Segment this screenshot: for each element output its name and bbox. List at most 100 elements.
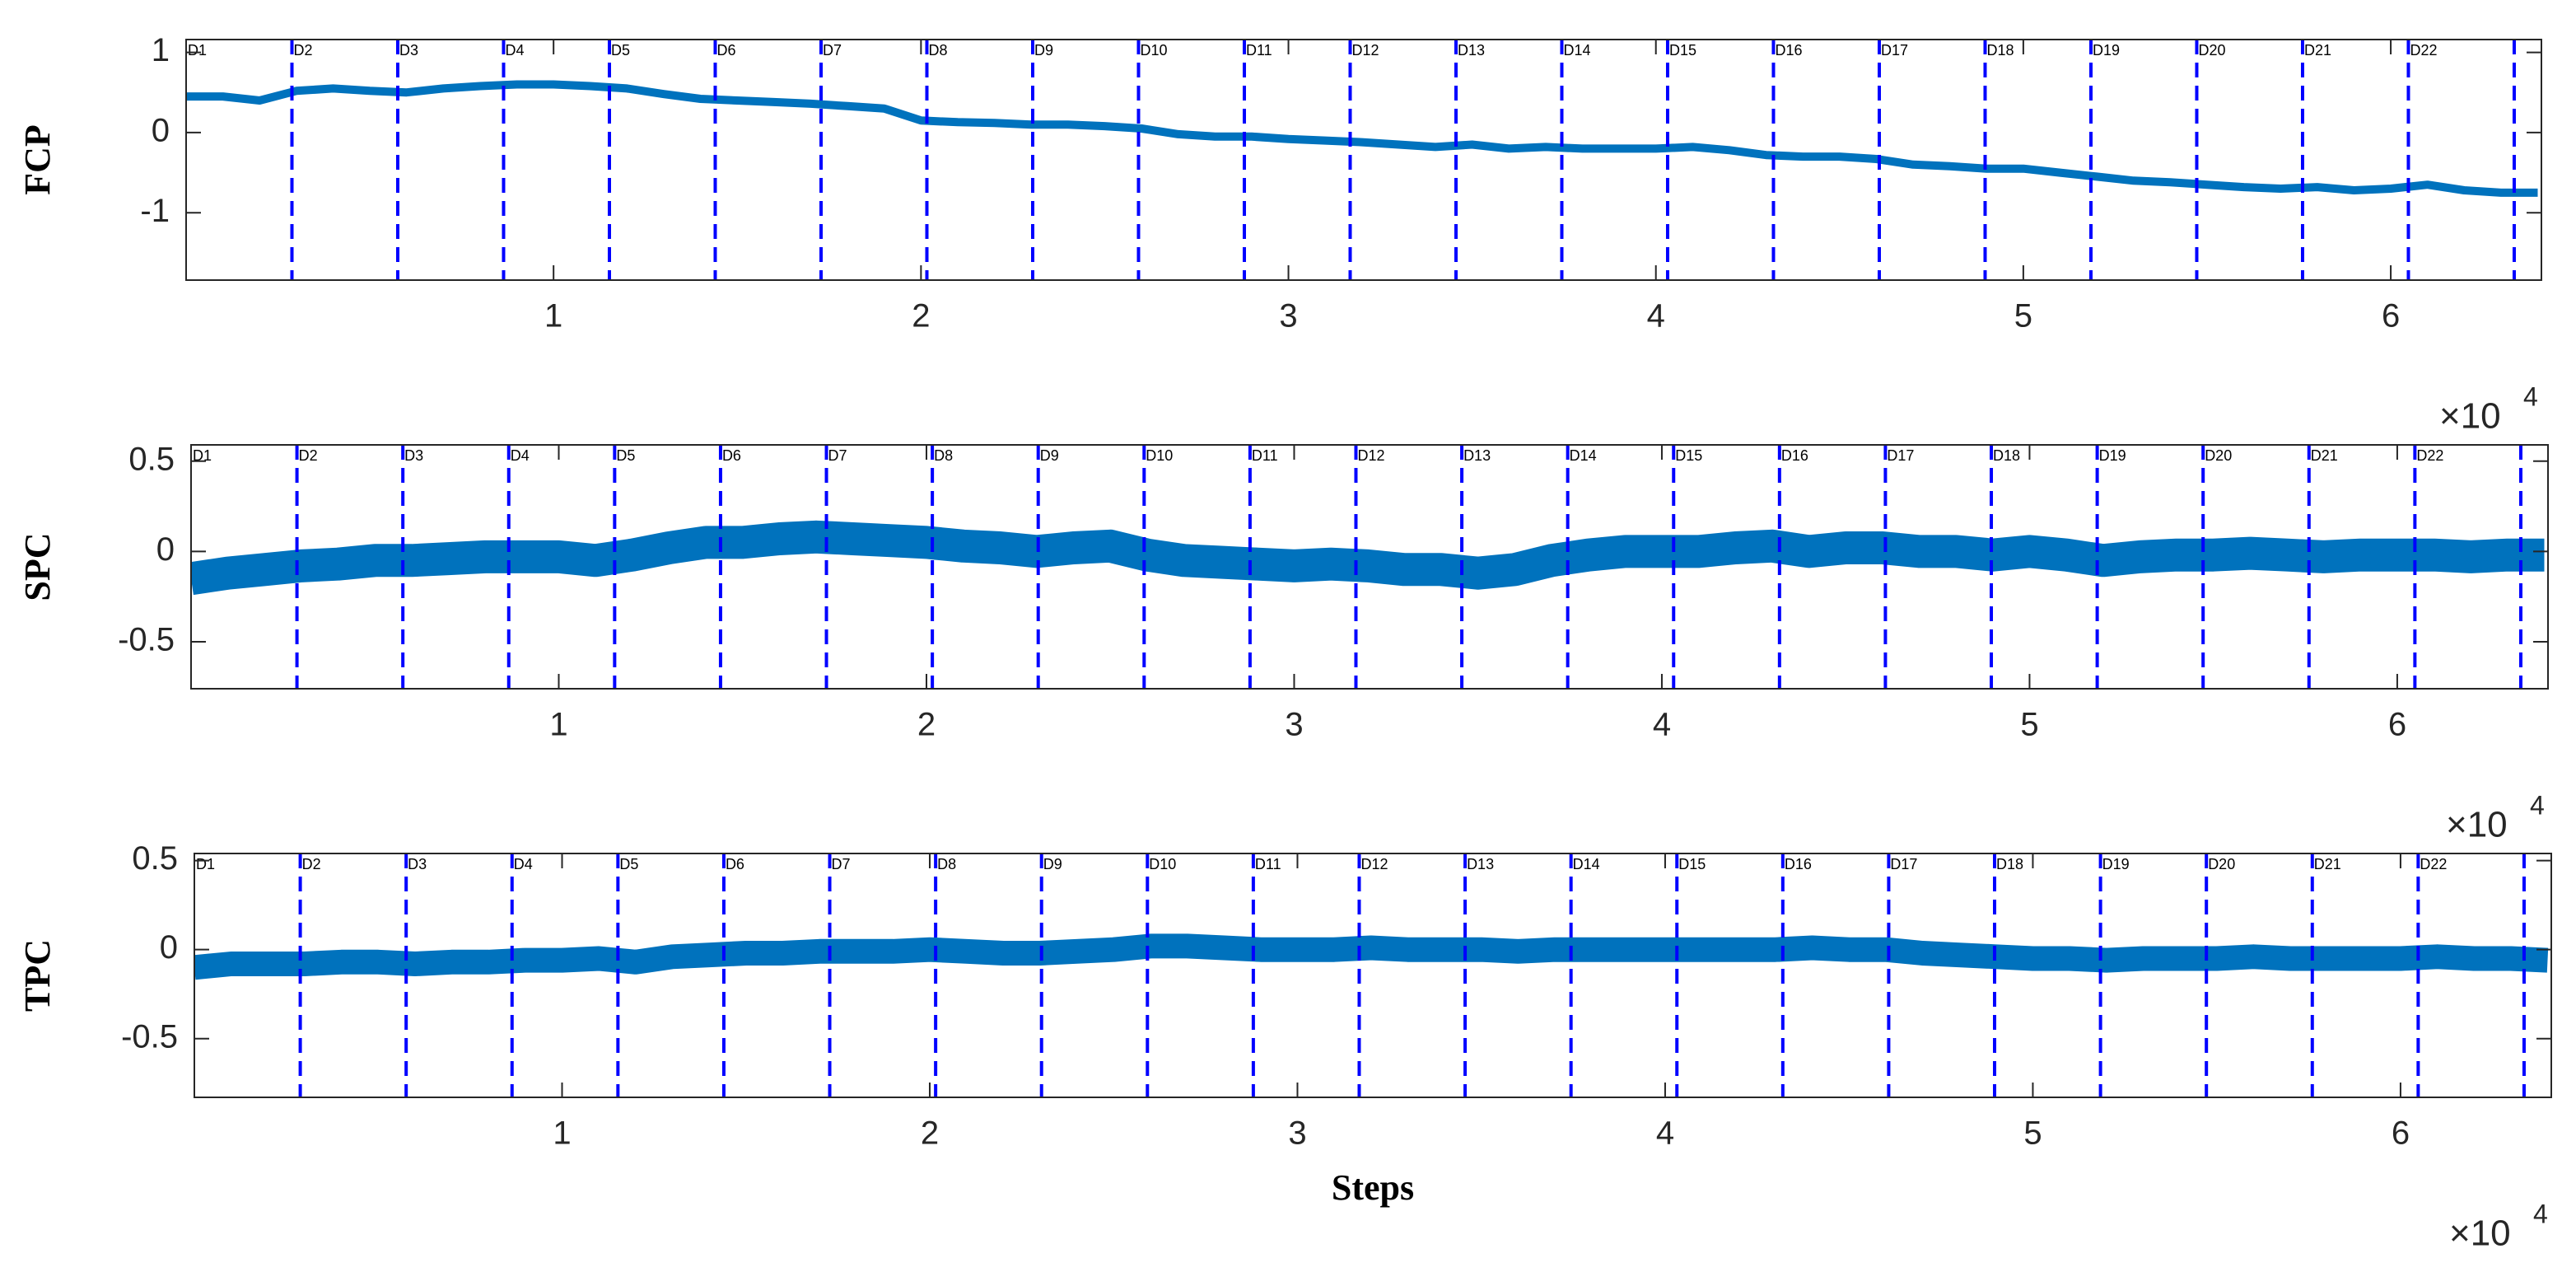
segment-label: D11 bbox=[1246, 42, 1272, 58]
segment-label: D20 bbox=[2208, 856, 2235, 872]
axes-frame bbox=[194, 853, 2552, 1098]
segment-label: D22 bbox=[2420, 856, 2447, 872]
segment-label: D10 bbox=[1146, 447, 1173, 464]
segment-label: D10 bbox=[1149, 856, 1176, 872]
segment-label: D12 bbox=[1351, 42, 1379, 58]
segment-label: D5 bbox=[616, 447, 635, 464]
y-tick-label: 0 bbox=[156, 531, 175, 568]
segment-label: D6 bbox=[726, 856, 744, 872]
segment-label: D16 bbox=[1781, 447, 1808, 464]
segment-label: D15 bbox=[1669, 42, 1696, 58]
segment-label: D12 bbox=[1357, 447, 1384, 464]
segment-label: D3 bbox=[399, 42, 418, 58]
y-tick-label: 0 bbox=[152, 112, 170, 148]
segment-label: D19 bbox=[2099, 447, 2126, 464]
segment-label: D7 bbox=[832, 856, 851, 872]
x-multiplier-exponent: 4 bbox=[2533, 1199, 2548, 1228]
segment-label: D13 bbox=[1467, 856, 1494, 872]
segment-label: D15 bbox=[1675, 447, 1702, 464]
segment-label: D20 bbox=[2205, 447, 2232, 464]
y-tick-label: -1 bbox=[140, 193, 170, 229]
plot-area bbox=[194, 853, 2549, 1097]
x-tick-label: 1 bbox=[544, 298, 562, 334]
segment-label: D18 bbox=[1996, 856, 2023, 872]
segment-label: D18 bbox=[1986, 42, 2014, 58]
segment-label: D11 bbox=[1255, 856, 1281, 872]
segment-label: D17 bbox=[1890, 856, 1917, 872]
plot-area bbox=[191, 445, 2545, 689]
x-tick-label: 3 bbox=[1288, 1115, 1306, 1152]
segment-label: D18 bbox=[1993, 447, 2020, 464]
data-line bbox=[194, 933, 2549, 980]
x-tick-label: 3 bbox=[1285, 707, 1303, 743]
x-multiplier-exponent: 4 bbox=[2530, 790, 2545, 820]
segment-label: D22 bbox=[2416, 447, 2443, 464]
segment-label: D21 bbox=[2314, 856, 2341, 872]
x-tick-label: 1 bbox=[553, 1115, 571, 1152]
segment-label: D9 bbox=[1043, 856, 1062, 872]
x-tick-label: 6 bbox=[2382, 298, 2400, 334]
segment-label: D17 bbox=[1881, 42, 1908, 58]
segment-label: D5 bbox=[611, 42, 630, 58]
segment-label: D2 bbox=[293, 42, 312, 58]
segment-label: D4 bbox=[505, 42, 524, 58]
y-tick-label: -0.5 bbox=[121, 1018, 178, 1055]
segment-label: D5 bbox=[619, 856, 638, 872]
segment-label: D4 bbox=[511, 447, 530, 464]
axes-frame bbox=[185, 39, 2542, 281]
segment-label: D2 bbox=[302, 856, 321, 872]
segment-label: D21 bbox=[2304, 42, 2331, 58]
segment-label: D16 bbox=[1775, 42, 1802, 58]
x-tick-label: 5 bbox=[2014, 298, 2032, 334]
segment-label: D11 bbox=[1252, 447, 1278, 464]
x-tick-label: 5 bbox=[2023, 1115, 2042, 1152]
x-tick-label: 6 bbox=[2392, 1115, 2410, 1152]
x-tick-label: 6 bbox=[2388, 707, 2406, 743]
segment-label: D15 bbox=[1678, 856, 1706, 872]
segment-label: D4 bbox=[514, 856, 533, 872]
x-tick-label: 1 bbox=[549, 707, 567, 743]
segment-label: D13 bbox=[1458, 42, 1485, 58]
plot-area bbox=[186, 40, 2538, 280]
segment-label: D1 bbox=[196, 856, 215, 872]
x-multiplier: ×10 bbox=[2446, 805, 2508, 845]
segment-label: D7 bbox=[828, 447, 847, 464]
y-tick-label: 1 bbox=[152, 32, 170, 68]
data-line bbox=[191, 520, 2545, 596]
x-tick-label: 5 bbox=[2020, 707, 2038, 743]
segment-label: D14 bbox=[1570, 447, 1597, 464]
x-multiplier-exponent: 4 bbox=[2523, 381, 2538, 411]
segment-label: D20 bbox=[2198, 42, 2225, 58]
x-multiplier: ×10 bbox=[2439, 396, 2501, 437]
segment-label: D10 bbox=[1140, 42, 1167, 58]
x-tick-label: 3 bbox=[1279, 298, 1297, 334]
segment-label: D1 bbox=[188, 42, 207, 58]
x-multiplier: ×10 bbox=[2449, 1214, 2511, 1254]
segment-label: D13 bbox=[1463, 447, 1491, 464]
segment-label: D6 bbox=[722, 447, 741, 464]
y-tick-label: 0 bbox=[160, 929, 178, 966]
segment-label: D3 bbox=[404, 447, 423, 464]
segment-label: D3 bbox=[408, 856, 427, 872]
segment-label: D6 bbox=[716, 42, 735, 58]
segment-label: D8 bbox=[937, 856, 956, 872]
segment-label: D19 bbox=[2093, 42, 2120, 58]
y-tick-label: 0.5 bbox=[128, 441, 175, 477]
y-axis-label: TPC bbox=[17, 939, 58, 1012]
segment-label: D9 bbox=[1034, 42, 1053, 58]
x-tick-label: 4 bbox=[1653, 707, 1671, 743]
x-tick-label: 4 bbox=[1656, 1115, 1674, 1152]
x-tick-label: 2 bbox=[921, 1115, 939, 1152]
segment-label: D8 bbox=[934, 447, 953, 464]
segment-label: D17 bbox=[1887, 447, 1914, 464]
segment-label: D14 bbox=[1573, 856, 1600, 872]
segment-label: D7 bbox=[823, 42, 842, 58]
segment-label: D22 bbox=[2410, 42, 2437, 58]
y-tick-label: -0.5 bbox=[118, 622, 175, 658]
data-line bbox=[186, 80, 2538, 197]
segment-label: D8 bbox=[928, 42, 947, 58]
segment-label: D2 bbox=[299, 447, 318, 464]
x-tick-label: 4 bbox=[1647, 298, 1665, 334]
y-tick-label: 0.5 bbox=[132, 840, 178, 877]
